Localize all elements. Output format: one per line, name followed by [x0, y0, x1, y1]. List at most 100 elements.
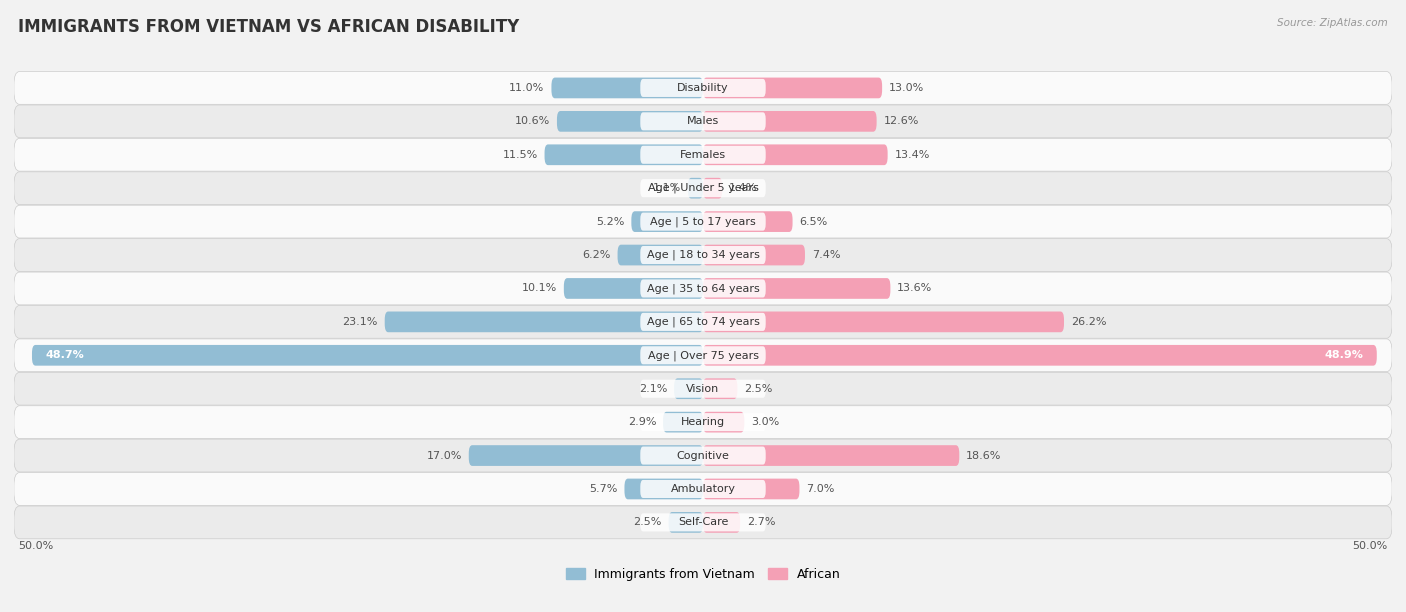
FancyBboxPatch shape [640, 113, 766, 130]
FancyBboxPatch shape [640, 79, 766, 97]
FancyBboxPatch shape [32, 345, 703, 365]
Text: 7.4%: 7.4% [811, 250, 841, 260]
FancyBboxPatch shape [544, 144, 703, 165]
Text: Age | Under 5 years: Age | Under 5 years [648, 183, 758, 193]
Text: 2.5%: 2.5% [633, 517, 662, 528]
FancyBboxPatch shape [14, 105, 1392, 138]
Text: 48.9%: 48.9% [1324, 350, 1362, 360]
FancyBboxPatch shape [703, 312, 1064, 332]
FancyBboxPatch shape [703, 211, 793, 232]
FancyBboxPatch shape [640, 346, 766, 364]
FancyBboxPatch shape [640, 513, 766, 531]
FancyBboxPatch shape [703, 412, 744, 433]
Text: Age | 35 to 64 years: Age | 35 to 64 years [647, 283, 759, 294]
Text: Age | 5 to 17 years: Age | 5 to 17 years [650, 217, 756, 227]
Legend: Immigrants from Vietnam, African: Immigrants from Vietnam, African [561, 563, 845, 586]
Text: 6.5%: 6.5% [800, 217, 828, 226]
FancyBboxPatch shape [703, 111, 876, 132]
Text: 23.1%: 23.1% [343, 317, 378, 327]
Text: Vision: Vision [686, 384, 720, 394]
FancyBboxPatch shape [385, 312, 703, 332]
Text: 13.6%: 13.6% [897, 283, 932, 294]
FancyBboxPatch shape [468, 445, 703, 466]
FancyBboxPatch shape [14, 138, 1392, 171]
Text: 1.4%: 1.4% [730, 183, 758, 193]
FancyBboxPatch shape [640, 447, 766, 465]
Text: 50.0%: 50.0% [18, 542, 53, 551]
FancyBboxPatch shape [14, 172, 1392, 204]
Text: Ambulatory: Ambulatory [671, 484, 735, 494]
FancyBboxPatch shape [14, 205, 1392, 238]
Text: 10.6%: 10.6% [515, 116, 550, 126]
Text: 48.7%: 48.7% [46, 350, 84, 360]
FancyBboxPatch shape [14, 272, 1392, 305]
FancyBboxPatch shape [640, 413, 766, 431]
Text: 2.5%: 2.5% [744, 384, 773, 394]
Text: Disability: Disability [678, 83, 728, 93]
Text: 10.1%: 10.1% [522, 283, 557, 294]
FancyBboxPatch shape [703, 512, 740, 533]
FancyBboxPatch shape [14, 72, 1392, 104]
FancyBboxPatch shape [664, 412, 703, 433]
FancyBboxPatch shape [640, 313, 766, 331]
FancyBboxPatch shape [14, 339, 1392, 371]
FancyBboxPatch shape [669, 512, 703, 533]
FancyBboxPatch shape [703, 144, 887, 165]
Text: 5.7%: 5.7% [589, 484, 617, 494]
Text: Females: Females [681, 150, 725, 160]
Text: 6.2%: 6.2% [582, 250, 610, 260]
FancyBboxPatch shape [640, 379, 766, 398]
FancyBboxPatch shape [688, 178, 703, 198]
FancyBboxPatch shape [640, 212, 766, 231]
Text: 2.9%: 2.9% [627, 417, 657, 427]
FancyBboxPatch shape [14, 506, 1392, 539]
Text: Self-Care: Self-Care [678, 517, 728, 528]
FancyBboxPatch shape [14, 305, 1392, 338]
Text: 11.5%: 11.5% [502, 150, 537, 160]
Text: 5.2%: 5.2% [596, 217, 624, 226]
Text: Males: Males [688, 116, 718, 126]
Text: 13.4%: 13.4% [894, 150, 929, 160]
FancyBboxPatch shape [703, 445, 959, 466]
FancyBboxPatch shape [14, 406, 1392, 439]
Text: 17.0%: 17.0% [426, 450, 461, 461]
FancyBboxPatch shape [640, 280, 766, 297]
FancyBboxPatch shape [703, 378, 738, 399]
Text: Hearing: Hearing [681, 417, 725, 427]
FancyBboxPatch shape [673, 378, 703, 399]
Text: Age | Over 75 years: Age | Over 75 years [648, 350, 758, 360]
Text: 18.6%: 18.6% [966, 450, 1001, 461]
Text: 1.1%: 1.1% [652, 183, 681, 193]
FancyBboxPatch shape [14, 439, 1392, 472]
Text: 26.2%: 26.2% [1071, 317, 1107, 327]
FancyBboxPatch shape [640, 480, 766, 498]
FancyBboxPatch shape [14, 372, 1392, 405]
Text: 3.0%: 3.0% [751, 417, 779, 427]
FancyBboxPatch shape [640, 146, 766, 164]
Text: 7.0%: 7.0% [807, 484, 835, 494]
FancyBboxPatch shape [557, 111, 703, 132]
FancyBboxPatch shape [703, 78, 882, 99]
FancyBboxPatch shape [703, 178, 723, 198]
FancyBboxPatch shape [617, 245, 703, 266]
Text: 2.7%: 2.7% [747, 517, 776, 528]
Text: Age | 65 to 74 years: Age | 65 to 74 years [647, 316, 759, 327]
FancyBboxPatch shape [631, 211, 703, 232]
FancyBboxPatch shape [703, 245, 806, 266]
FancyBboxPatch shape [640, 246, 766, 264]
Text: IMMIGRANTS FROM VIETNAM VS AFRICAN DISABILITY: IMMIGRANTS FROM VIETNAM VS AFRICAN DISAB… [18, 18, 520, 36]
Text: Age | 18 to 34 years: Age | 18 to 34 years [647, 250, 759, 260]
FancyBboxPatch shape [703, 278, 890, 299]
FancyBboxPatch shape [703, 345, 1376, 365]
FancyBboxPatch shape [640, 179, 766, 197]
FancyBboxPatch shape [564, 278, 703, 299]
Text: 50.0%: 50.0% [1353, 542, 1388, 551]
FancyBboxPatch shape [624, 479, 703, 499]
FancyBboxPatch shape [14, 472, 1392, 506]
Text: 12.6%: 12.6% [883, 116, 920, 126]
FancyBboxPatch shape [551, 78, 703, 99]
FancyBboxPatch shape [14, 239, 1392, 271]
Text: Source: ZipAtlas.com: Source: ZipAtlas.com [1277, 18, 1388, 28]
Text: 11.0%: 11.0% [509, 83, 544, 93]
Text: 2.1%: 2.1% [638, 384, 668, 394]
